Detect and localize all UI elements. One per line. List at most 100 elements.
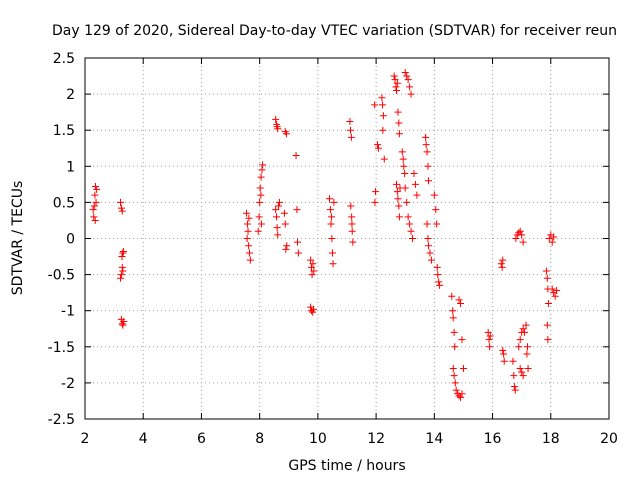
data-point xyxy=(328,213,336,221)
data-point xyxy=(243,235,251,242)
data-point xyxy=(93,185,101,193)
data-point xyxy=(511,386,519,394)
data-point xyxy=(486,332,494,340)
data-point xyxy=(400,162,408,170)
data-point xyxy=(519,325,527,333)
data-point xyxy=(499,346,507,354)
data-point xyxy=(500,350,508,358)
data-point xyxy=(347,133,355,141)
data-point xyxy=(433,263,441,271)
data-point xyxy=(436,281,444,289)
y-tick-label: 0.5 xyxy=(53,195,75,211)
data-point xyxy=(89,206,97,214)
data-point xyxy=(484,328,492,336)
data-point xyxy=(395,202,403,210)
y-tick-label: -2.5 xyxy=(48,412,75,428)
y-tick-label: -1 xyxy=(61,304,75,320)
data-point xyxy=(256,198,264,206)
data-point xyxy=(515,343,523,351)
data-point xyxy=(544,299,552,307)
data-point xyxy=(119,321,127,329)
data-point xyxy=(91,191,99,199)
data-point xyxy=(293,206,301,214)
x-tick-label: 2 xyxy=(81,431,90,447)
data-point xyxy=(255,213,263,221)
data-point xyxy=(292,151,300,159)
data-point xyxy=(545,235,553,242)
data-point xyxy=(391,76,399,84)
data-point xyxy=(459,364,467,372)
data-point xyxy=(498,263,506,271)
data-point xyxy=(379,126,387,134)
data-point xyxy=(401,170,409,178)
data-point xyxy=(449,307,457,315)
data-point xyxy=(257,191,265,199)
x-tick-label: 16 xyxy=(484,431,502,447)
grid xyxy=(85,58,609,419)
data-point xyxy=(452,386,460,394)
data-point xyxy=(512,235,520,242)
data-point xyxy=(392,83,400,91)
data-point xyxy=(398,148,406,156)
data-point xyxy=(457,393,465,401)
data-point xyxy=(425,177,433,185)
data-point xyxy=(448,292,456,300)
data-point xyxy=(449,314,457,322)
data-point xyxy=(329,260,337,268)
data-point xyxy=(497,260,505,268)
data-point xyxy=(509,357,517,365)
data-point xyxy=(243,220,251,228)
data-point xyxy=(393,188,401,196)
data-point xyxy=(430,191,438,199)
data-point xyxy=(309,260,317,268)
data-point xyxy=(519,238,527,246)
data-points xyxy=(89,68,561,401)
x-tick-label: 4 xyxy=(139,431,148,447)
data-point xyxy=(372,188,380,196)
data-point xyxy=(243,209,251,217)
data-point xyxy=(91,216,99,224)
data-point xyxy=(328,235,336,242)
data-point xyxy=(518,231,526,239)
data-point xyxy=(275,202,283,210)
data-point xyxy=(548,285,556,293)
data-point xyxy=(245,249,253,257)
data-point xyxy=(510,372,518,380)
data-point xyxy=(307,256,315,264)
y-tick-label: -2 xyxy=(61,376,75,392)
data-point xyxy=(395,119,403,127)
data-point xyxy=(407,90,415,98)
y-tick-label: -0.5 xyxy=(48,268,75,284)
data-point xyxy=(346,126,354,134)
x-tick-label: 6 xyxy=(197,431,206,447)
data-point xyxy=(410,170,418,178)
data-point xyxy=(522,321,530,329)
data-point xyxy=(521,328,529,336)
data-point xyxy=(120,318,128,326)
data-point xyxy=(434,271,442,279)
data-point xyxy=(544,336,552,344)
data-point xyxy=(282,245,290,253)
y-tick-label: 1 xyxy=(66,159,75,175)
data-point xyxy=(119,247,127,255)
data-point xyxy=(424,235,432,242)
data-point xyxy=(273,224,281,232)
data-point xyxy=(346,118,354,126)
x-tick-label: 10 xyxy=(309,431,327,447)
data-point xyxy=(275,198,283,206)
data-point xyxy=(435,278,443,286)
data-point xyxy=(524,364,532,372)
data-point xyxy=(379,101,387,109)
data-point xyxy=(348,220,356,228)
data-point xyxy=(257,173,265,181)
data-point xyxy=(91,183,99,191)
data-point xyxy=(117,204,125,212)
data-point xyxy=(458,390,466,398)
chart-title: Day 129 of 2020, Sidereal Day-to-day VTE… xyxy=(52,23,617,39)
data-point xyxy=(119,267,127,275)
x-tick-label: 12 xyxy=(367,431,385,447)
data-point xyxy=(426,249,434,257)
data-point xyxy=(379,112,387,120)
data-point xyxy=(374,141,382,149)
